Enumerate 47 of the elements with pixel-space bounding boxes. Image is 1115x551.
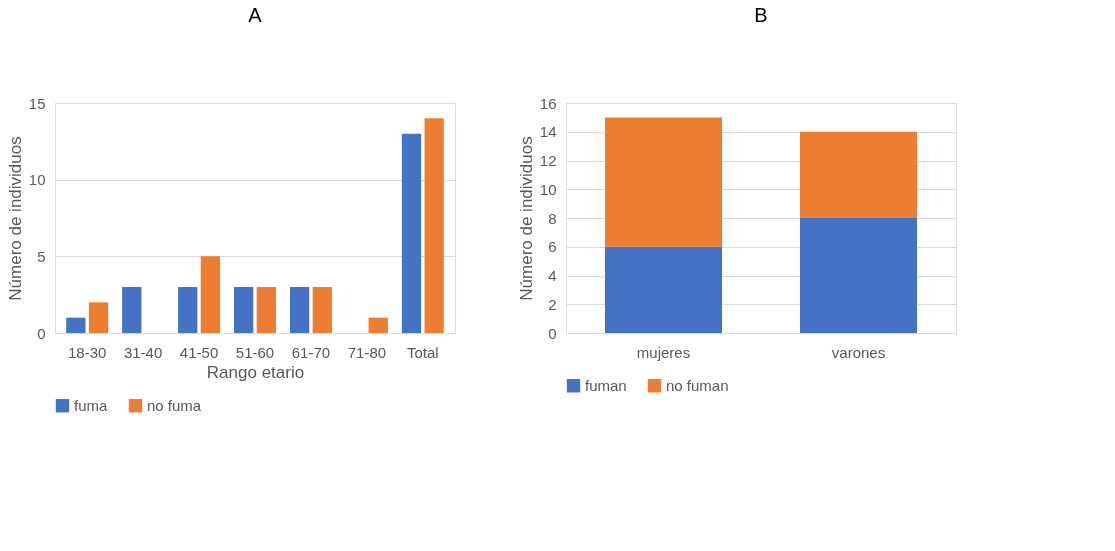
chart-title: B <box>754 4 768 26</box>
legend-label: fuma <box>74 396 108 414</box>
y-tick-label: 14 <box>539 123 557 141</box>
x-tick-label: 61-70 <box>291 343 331 361</box>
y-tick-label: 5 <box>37 247 46 265</box>
bar <box>289 287 310 333</box>
bar <box>800 218 917 333</box>
y-tick-label: 12 <box>539 152 557 169</box>
bar <box>122 287 142 333</box>
x-tick-label: 18-30 <box>67 343 107 361</box>
bar <box>312 287 332 333</box>
bar <box>178 287 198 333</box>
y-axis-title: Número de individuos <box>5 136 25 301</box>
x-tick-label: 41-50 <box>179 343 219 361</box>
bar <box>66 317 86 333</box>
legend-label: no fuma <box>147 396 202 414</box>
bar <box>605 246 722 333</box>
y-axis-title: Número de individuos <box>516 136 536 301</box>
bar <box>800 131 917 218</box>
y-tick-label: 0 <box>37 324 46 342</box>
y-tick-label: 6 <box>548 238 557 256</box>
y-tick-label: 0 <box>548 324 557 342</box>
x-tick-label: Total <box>406 343 439 361</box>
x-tick-label: 31-40 <box>123 343 163 361</box>
x-tick-label: mujeres <box>636 343 691 361</box>
bar <box>368 317 388 333</box>
x-axis-title: Rango etario <box>206 362 305 382</box>
bar <box>200 256 221 333</box>
y-tick-label: 8 <box>548 209 557 227</box>
bar <box>401 133 422 333</box>
y-tick-label: 10 <box>539 180 557 198</box>
bar <box>256 287 276 333</box>
y-tick-label: 10 <box>28 171 46 189</box>
y-tick-label: 4 <box>548 267 557 284</box>
legend-label: no fuman <box>666 376 729 394</box>
y-tick-label: 16 <box>539 94 557 112</box>
x-tick-label: varones <box>831 343 886 361</box>
chart-title: A <box>248 4 263 26</box>
y-tick-label: 15 <box>28 94 46 112</box>
bar <box>88 302 109 333</box>
x-tick-label: 71-80 <box>347 343 387 361</box>
bar <box>605 117 722 247</box>
x-tick-label: 51-60 <box>235 343 275 361</box>
y-tick-label: 2 <box>548 295 557 313</box>
legend-label: fuman <box>585 376 627 394</box>
bar <box>424 118 444 333</box>
bar <box>234 287 254 333</box>
